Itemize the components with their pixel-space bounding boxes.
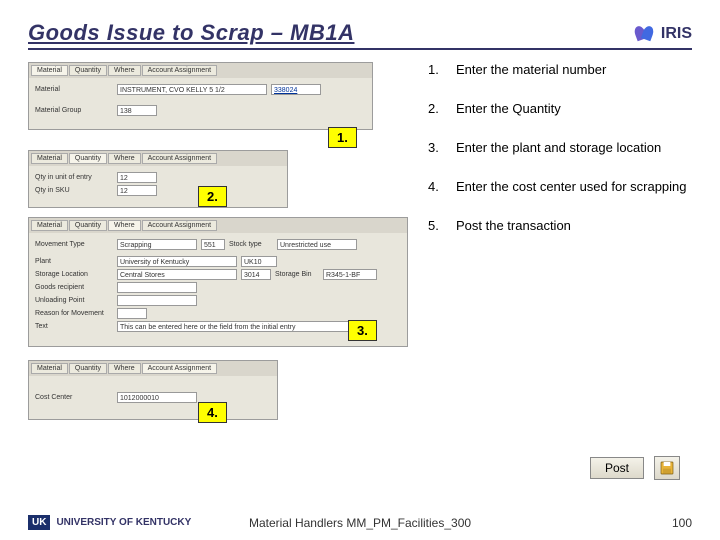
step-2: 2.Enter the Quantity: [428, 101, 692, 116]
stock-field[interactable]: Unrestricted use: [277, 239, 357, 250]
iris-flower-icon: [633, 22, 657, 46]
tab-material[interactable]: Material: [31, 363, 68, 374]
material-field[interactable]: INSTRUMENT, CVO KELLY 5 1/2: [117, 84, 267, 95]
footer-center: Material Handlers MM_PM_Facilities_300: [0, 516, 720, 530]
mvt-label: Movement Type: [35, 241, 113, 248]
tab-material[interactable]: Material: [31, 220, 68, 231]
screenshots-area: Material Quantity Where Account Assignme…: [28, 62, 408, 442]
callout-1: 1.: [328, 127, 357, 148]
floppy-disk-icon: [659, 460, 675, 476]
reason-field[interactable]: [117, 308, 147, 319]
iris-logo-text: IRIS: [661, 25, 692, 43]
step-4: 4.Enter the cost center used for scrappi…: [428, 179, 692, 194]
material-num-link[interactable]: 338024: [271, 84, 321, 95]
plant-code[interactable]: UK10: [241, 256, 277, 267]
tab-material[interactable]: Material: [31, 153, 68, 164]
sap-panel-quantity: Material Quantity Where Account Assignme…: [28, 150, 288, 208]
mat-group-label: Material Group: [35, 107, 113, 114]
header: Goods Issue to Scrap – MB1A IRIS: [28, 20, 692, 50]
qty-entry-field[interactable]: 12: [117, 172, 157, 183]
tab-quantity[interactable]: Quantity: [69, 65, 107, 76]
sap-panel-acct: Material Quantity Where Account Assignme…: [28, 360, 278, 420]
cc-field[interactable]: 1012000010: [117, 392, 197, 403]
post-button[interactable]: Post: [590, 457, 644, 479]
tab-quantity[interactable]: Quantity: [69, 220, 107, 231]
bin-field[interactable]: R345-1-BF: [323, 269, 377, 280]
tab-where[interactable]: Where: [108, 220, 141, 231]
sap-panel-material: Material Quantity Where Account Assignme…: [28, 62, 373, 130]
tab-acct[interactable]: Account Assignment: [142, 153, 217, 164]
tab-where[interactable]: Where: [108, 363, 141, 374]
tab-where[interactable]: Where: [108, 153, 141, 164]
tab-acct[interactable]: Account Assignment: [142, 363, 217, 374]
step-5: 5.Post the transaction: [428, 218, 692, 233]
sloc-code[interactable]: 3014: [241, 269, 271, 280]
callout-3: 3.: [348, 320, 377, 341]
steps-column: 1.Enter the material number 2.Enter the …: [418, 62, 692, 442]
stock-label: Stock type: [229, 241, 273, 248]
callout-2: 2.: [198, 186, 227, 207]
mvt-code[interactable]: 551: [201, 239, 225, 250]
page-title: Goods Issue to Scrap – MB1A: [28, 20, 354, 46]
cc-label: Cost Center: [35, 394, 113, 401]
save-button[interactable]: [654, 456, 680, 480]
plant-field[interactable]: University of Kentucky: [117, 256, 237, 267]
iris-logo: IRIS: [633, 22, 692, 46]
tab-acct[interactable]: Account Assignment: [142, 65, 217, 76]
recip-label: Goods recipient: [35, 284, 113, 291]
qty-entry-label: Qty in unit of entry: [35, 174, 113, 181]
qty-sku-label: Qty in SKU: [35, 187, 113, 194]
mat-group-field[interactable]: 138: [117, 105, 157, 116]
tab-quantity[interactable]: Quantity: [69, 363, 107, 374]
material-label: Material: [35, 86, 113, 93]
plant-label: Plant: [35, 258, 113, 265]
post-area: Post: [590, 456, 680, 480]
sloc-label: Storage Location: [35, 271, 113, 278]
footer-page-number: 100: [672, 516, 692, 530]
step-3: 3.Enter the plant and storage location: [428, 140, 692, 155]
tab-quantity[interactable]: Quantity: [69, 153, 107, 164]
qty-sku-field[interactable]: 12: [117, 185, 157, 196]
text-label: Text: [35, 323, 113, 330]
mvt-field[interactable]: Scrapping: [117, 239, 197, 250]
bin-label: Storage Bin: [275, 271, 319, 278]
text-field[interactable]: This can be entered here or the field fr…: [117, 321, 377, 332]
callout-4: 4.: [198, 402, 227, 423]
sloc-field[interactable]: Central Stores: [117, 269, 237, 280]
unload-label: Unloading Point: [35, 297, 113, 304]
tab-acct[interactable]: Account Assignment: [142, 220, 217, 231]
recip-field[interactable]: [117, 282, 197, 293]
step-1: 1.Enter the material number: [428, 62, 692, 77]
tab-where[interactable]: Where: [108, 65, 141, 76]
tab-material[interactable]: Material: [31, 65, 68, 76]
reason-label: Reason for Movement: [35, 310, 113, 317]
unload-field[interactable]: [117, 295, 197, 306]
